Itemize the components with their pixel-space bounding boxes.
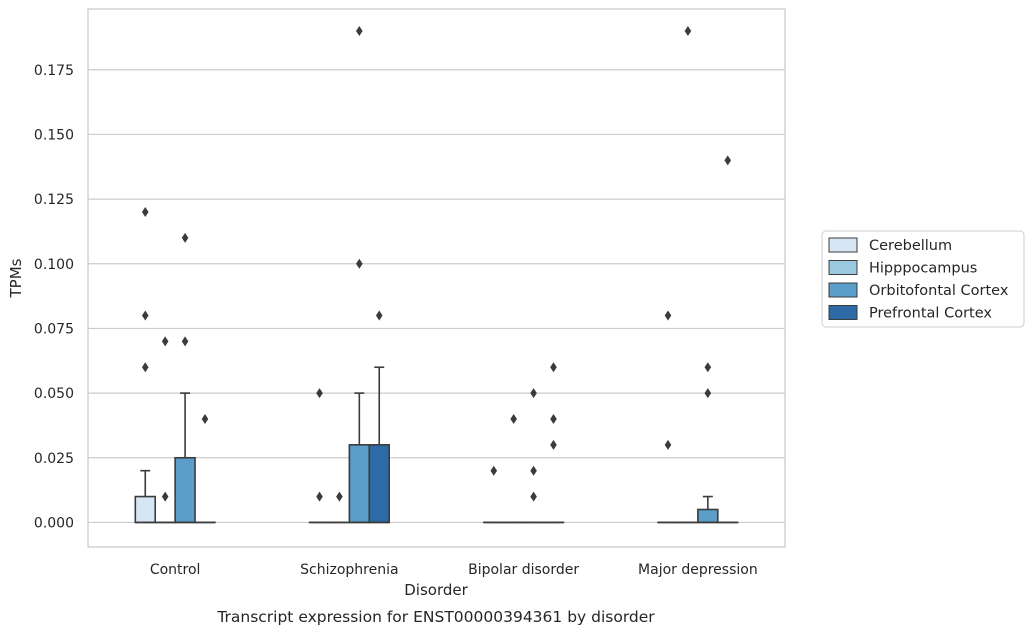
outlier-point [530, 388, 537, 399]
box [697, 508, 719, 524]
box-group [483, 465, 505, 524]
outlier-point [664, 439, 672, 450]
plot-area [134, 25, 739, 524]
box-group [697, 362, 719, 524]
outlier-point [161, 336, 169, 347]
outlier-point [550, 362, 557, 373]
legend-swatch [828, 237, 858, 253]
y-axis-ticks: 0.000 0.025 0.050 0.075 0.100 0.125 0.150 0.175 [34, 63, 74, 532]
box [368, 444, 390, 524]
outlier-point [161, 491, 169, 502]
x-tick-label: Major depression [638, 562, 758, 578]
legend: Cerebellum Hipppocampus Orbitofontal Corte… [821, 230, 1025, 328]
legend-swatch [828, 282, 858, 298]
box-group [657, 310, 679, 524]
box-group [716, 155, 739, 524]
outlier-point [530, 465, 537, 476]
box [134, 495, 157, 524]
outlier-point [704, 362, 712, 373]
x-tick-label: Control [150, 562, 201, 578]
box-group [328, 491, 351, 524]
outlier-point [490, 465, 498, 476]
legend-swatch [828, 305, 858, 320]
box [174, 456, 196, 524]
chart-caption: Transcript expression for ENST0000039436… [216, 608, 655, 626]
outlier-point [141, 310, 149, 321]
y-axis-label: TPMs [7, 258, 25, 298]
outlier-point [510, 413, 517, 424]
box-group [368, 310, 390, 524]
box-group [154, 336, 176, 524]
outlier-point [664, 310, 672, 321]
x-tick-label: Bipolar disorder [468, 562, 579, 578]
outlier-point [684, 25, 692, 36]
y-tick-label: 0.025 [34, 451, 74, 467]
legend-label: Cerebellum [869, 238, 952, 254]
box-group [194, 413, 216, 524]
outlier-point [704, 388, 712, 399]
box-group [134, 207, 157, 524]
outlier-point [181, 232, 189, 243]
outlier-point [316, 491, 323, 502]
outlier-point [356, 25, 363, 36]
legend-frame [821, 230, 1025, 328]
legend-label: Hipppocampus [869, 261, 977, 277]
y-tick-label: 0.150 [34, 127, 74, 143]
x-axis-label: Disorder [404, 581, 468, 599]
box-group [542, 362, 565, 524]
box-group [174, 232, 196, 524]
x-tick-label: Schizophrenia [300, 562, 398, 578]
outlier-point [375, 310, 383, 321]
outlier-point [550, 413, 557, 424]
plot-frame [87, 8, 786, 548]
outlier-point [550, 439, 557, 450]
legend-label: Orbitofontal Cortex [869, 283, 1009, 299]
legend-label: Prefrontal Cortex [869, 306, 992, 322]
outlier-point [724, 155, 732, 166]
box-group [522, 388, 545, 524]
outlier-point [316, 388, 323, 399]
grid-lines [88, 69, 785, 524]
outlier-point [141, 207, 149, 218]
outlier-point [141, 362, 149, 373]
y-tick-label: 0.175 [34, 63, 74, 79]
outlier-point [336, 491, 343, 502]
outlier-point [201, 413, 209, 424]
y-tick-label: 0.000 [34, 515, 74, 531]
y-tick-label: 0.100 [34, 257, 74, 273]
legend-swatch [828, 260, 858, 275]
y-tick-label: 0.125 [34, 192, 74, 208]
x-axis-ticks: Control Schizophrenia Bipolar disorder Majo… [150, 562, 758, 578]
box-group [348, 25, 371, 524]
y-tick-label: 0.075 [34, 321, 74, 337]
outlier-point [356, 258, 363, 269]
y-tick-label: 0.050 [34, 386, 74, 402]
box [348, 444, 371, 524]
box-group [502, 413, 525, 524]
box-group [677, 25, 699, 524]
box-group [308, 388, 331, 524]
outlier-point [181, 336, 189, 347]
outlier-point [530, 491, 537, 502]
